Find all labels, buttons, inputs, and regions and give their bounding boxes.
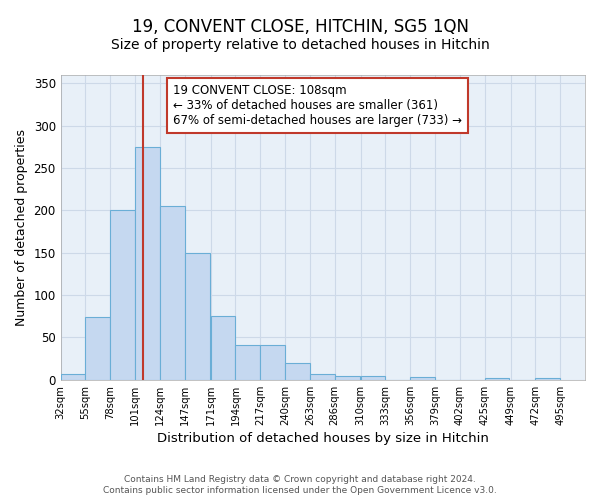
- Bar: [361, 376, 385, 380]
- Text: Size of property relative to detached houses in Hitchin: Size of property relative to detached ho…: [110, 38, 490, 52]
- Bar: [285, 363, 310, 380]
- Text: 19, CONVENT CLOSE, HITCHIN, SG5 1QN: 19, CONVENT CLOSE, HITCHIN, SG5 1QN: [131, 18, 469, 36]
- Bar: [211, 316, 235, 380]
- Bar: [260, 345, 285, 380]
- Bar: [410, 378, 435, 380]
- Bar: [485, 378, 509, 380]
- Y-axis label: Number of detached properties: Number of detached properties: [15, 129, 28, 326]
- Bar: [335, 376, 359, 380]
- Text: 19 CONVENT CLOSE: 108sqm
← 33% of detached houses are smaller (361)
67% of semi-: 19 CONVENT CLOSE: 108sqm ← 33% of detach…: [173, 84, 463, 127]
- Bar: [235, 345, 260, 380]
- Bar: [535, 378, 560, 380]
- Bar: [185, 253, 209, 380]
- Bar: [61, 374, 85, 380]
- Bar: [310, 374, 335, 380]
- X-axis label: Distribution of detached houses by size in Hitchin: Distribution of detached houses by size …: [157, 432, 489, 445]
- Bar: [110, 210, 135, 380]
- Text: Contains HM Land Registry data © Crown copyright and database right 2024.: Contains HM Land Registry data © Crown c…: [124, 475, 476, 484]
- Bar: [135, 147, 160, 380]
- Bar: [85, 317, 110, 380]
- Bar: [160, 206, 185, 380]
- Text: Contains public sector information licensed under the Open Government Licence v3: Contains public sector information licen…: [103, 486, 497, 495]
